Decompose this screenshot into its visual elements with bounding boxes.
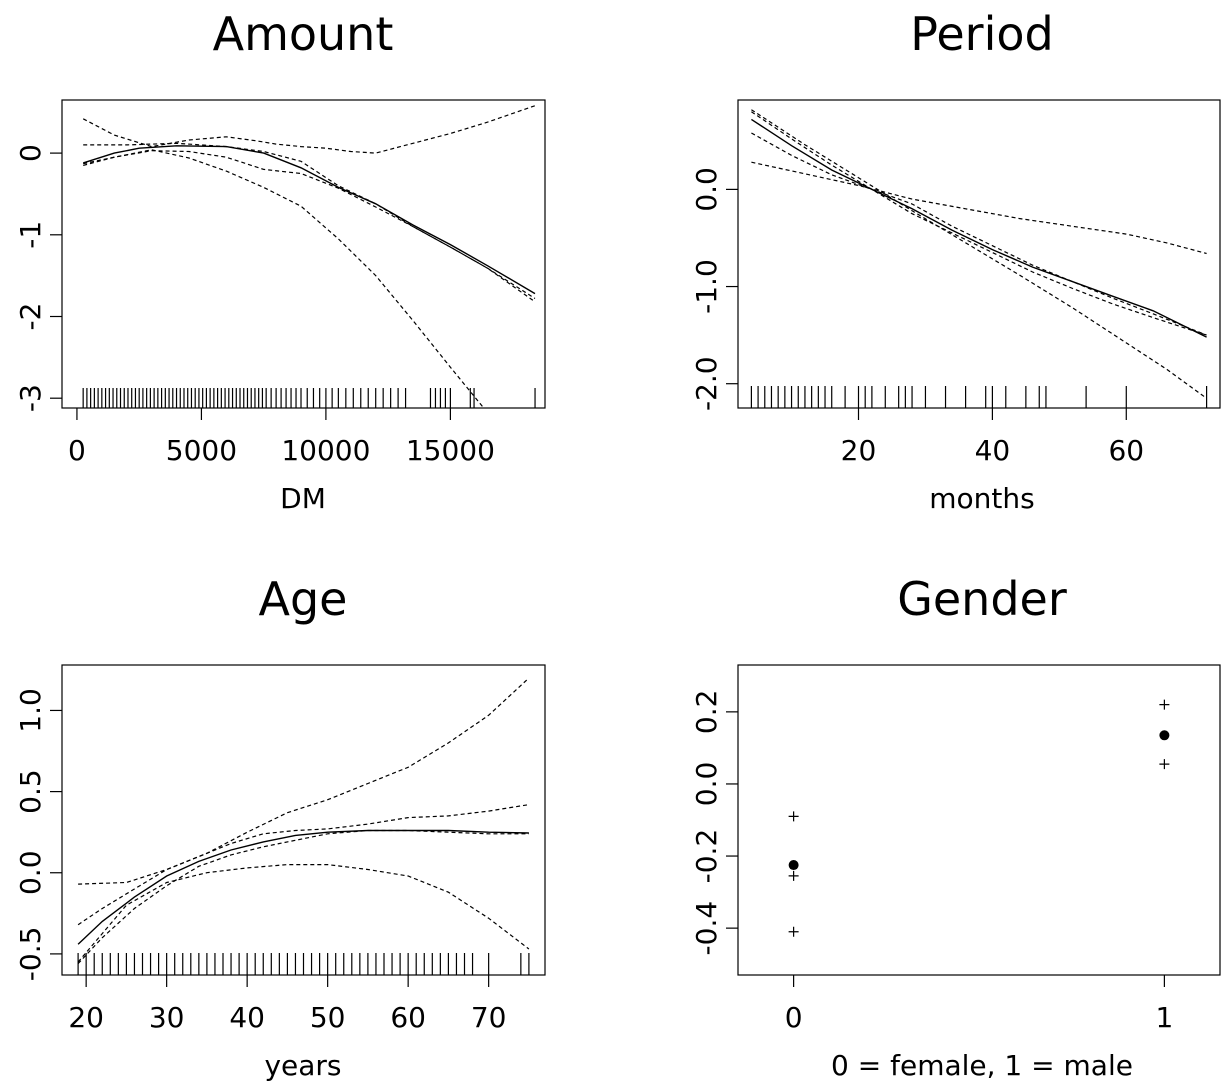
x-tick-label: 60 bbox=[1108, 434, 1144, 467]
plot-frame bbox=[737, 664, 1221, 976]
y-tick-label: 0 bbox=[14, 144, 47, 162]
amount-panel: Amount DM 0 5000 10000 15000 0 -1 -2 -3 bbox=[14, 7, 546, 515]
x-tick-label: 30 bbox=[149, 1001, 185, 1034]
x-tick-label: 40 bbox=[975, 434, 1011, 467]
y-tick-label: 1.0 bbox=[14, 688, 47, 733]
estimate-line bbox=[751, 118, 1207, 338]
x-axis-label: 0 = female, 1 = male bbox=[831, 1049, 1133, 1082]
y-tick-label: -1.0 bbox=[690, 259, 723, 314]
confidence-line bbox=[83, 150, 536, 303]
plot-frame bbox=[61, 99, 546, 409]
panel-title: Gender bbox=[897, 572, 1067, 626]
confidence-line bbox=[751, 109, 1207, 399]
estimate-line bbox=[82, 145, 536, 295]
bound-point bbox=[1159, 699, 1170, 710]
x-tick-label: 50 bbox=[310, 1001, 346, 1034]
y-tick-label: -2.0 bbox=[690, 356, 723, 411]
confidence-line bbox=[82, 105, 536, 154]
confidence-line bbox=[751, 161, 1207, 255]
x-tick-label: 20 bbox=[841, 434, 877, 467]
y-tick-label: 0.0 bbox=[690, 167, 723, 212]
panel-title: Period bbox=[910, 7, 1053, 61]
x-tick-label: 1 bbox=[1155, 1001, 1173, 1034]
confidence-line bbox=[77, 829, 529, 965]
plot-area bbox=[82, 105, 536, 408]
x-tick-label: 20 bbox=[68, 1001, 104, 1034]
x-tick-label: 5000 bbox=[166, 434, 237, 467]
y-tick-label: -0.2 bbox=[690, 829, 723, 884]
x-tick-label: 70 bbox=[471, 1001, 507, 1034]
estimate-line bbox=[77, 829, 529, 945]
x-tick-label: 40 bbox=[229, 1001, 265, 1034]
x-axis-label: DM bbox=[280, 482, 326, 515]
confidence-line bbox=[83, 142, 536, 300]
y-tick-label: -3 bbox=[14, 384, 47, 412]
period-panel: Period months 20 40 60 0.0 -1.0 -2.0 bbox=[690, 7, 1221, 515]
y-tick-label: -0.4 bbox=[690, 901, 723, 956]
x-tick-label: 0 bbox=[68, 434, 86, 467]
confidence-line bbox=[83, 149, 485, 408]
plot-area bbox=[77, 677, 530, 975]
bound-point bbox=[788, 926, 799, 937]
y-tick-label: 0.0 bbox=[690, 762, 723, 807]
x-tick-label: 10000 bbox=[281, 434, 370, 467]
plot-frame bbox=[61, 664, 546, 976]
confidence-line bbox=[751, 111, 1207, 336]
x-axis-label: months bbox=[929, 482, 1034, 515]
age-panel: Age years 20 30 40 50 60 70 -0.5 0.0 0.5 1.0 bbox=[14, 572, 546, 1082]
bound-point bbox=[788, 870, 799, 881]
bound-point bbox=[788, 811, 799, 822]
y-tick-label: 0.2 bbox=[690, 690, 723, 735]
plot-frame bbox=[737, 99, 1221, 409]
y-tick-label: -1 bbox=[14, 221, 47, 249]
y-tick-label: 0.0 bbox=[14, 850, 47, 895]
plot-area bbox=[788, 699, 1170, 937]
y-tick-label: -0.5 bbox=[14, 927, 47, 982]
x-tick-label: 60 bbox=[390, 1001, 426, 1034]
gender-panel: Gender 0 = female, 1 = male 0 1 -0.4 -0.2 0.… bbox=[690, 572, 1221, 1082]
x-tick-label: 15000 bbox=[406, 434, 495, 467]
y-tick-label: -2 bbox=[14, 303, 47, 331]
confidence-line bbox=[78, 677, 530, 885]
estimate-point bbox=[788, 860, 799, 871]
panel-title: Amount bbox=[213, 7, 394, 61]
x-tick-label: 0 bbox=[785, 1001, 803, 1034]
bound-point bbox=[1159, 759, 1170, 770]
panel-title: Age bbox=[259, 572, 348, 626]
x-axis-label: years bbox=[264, 1049, 341, 1082]
plot-area bbox=[750, 109, 1208, 408]
confidence-line bbox=[77, 804, 529, 926]
estimate-point bbox=[1159, 730, 1170, 741]
confidence-line bbox=[77, 864, 530, 963]
y-tick-label: 0.5 bbox=[14, 769, 47, 814]
